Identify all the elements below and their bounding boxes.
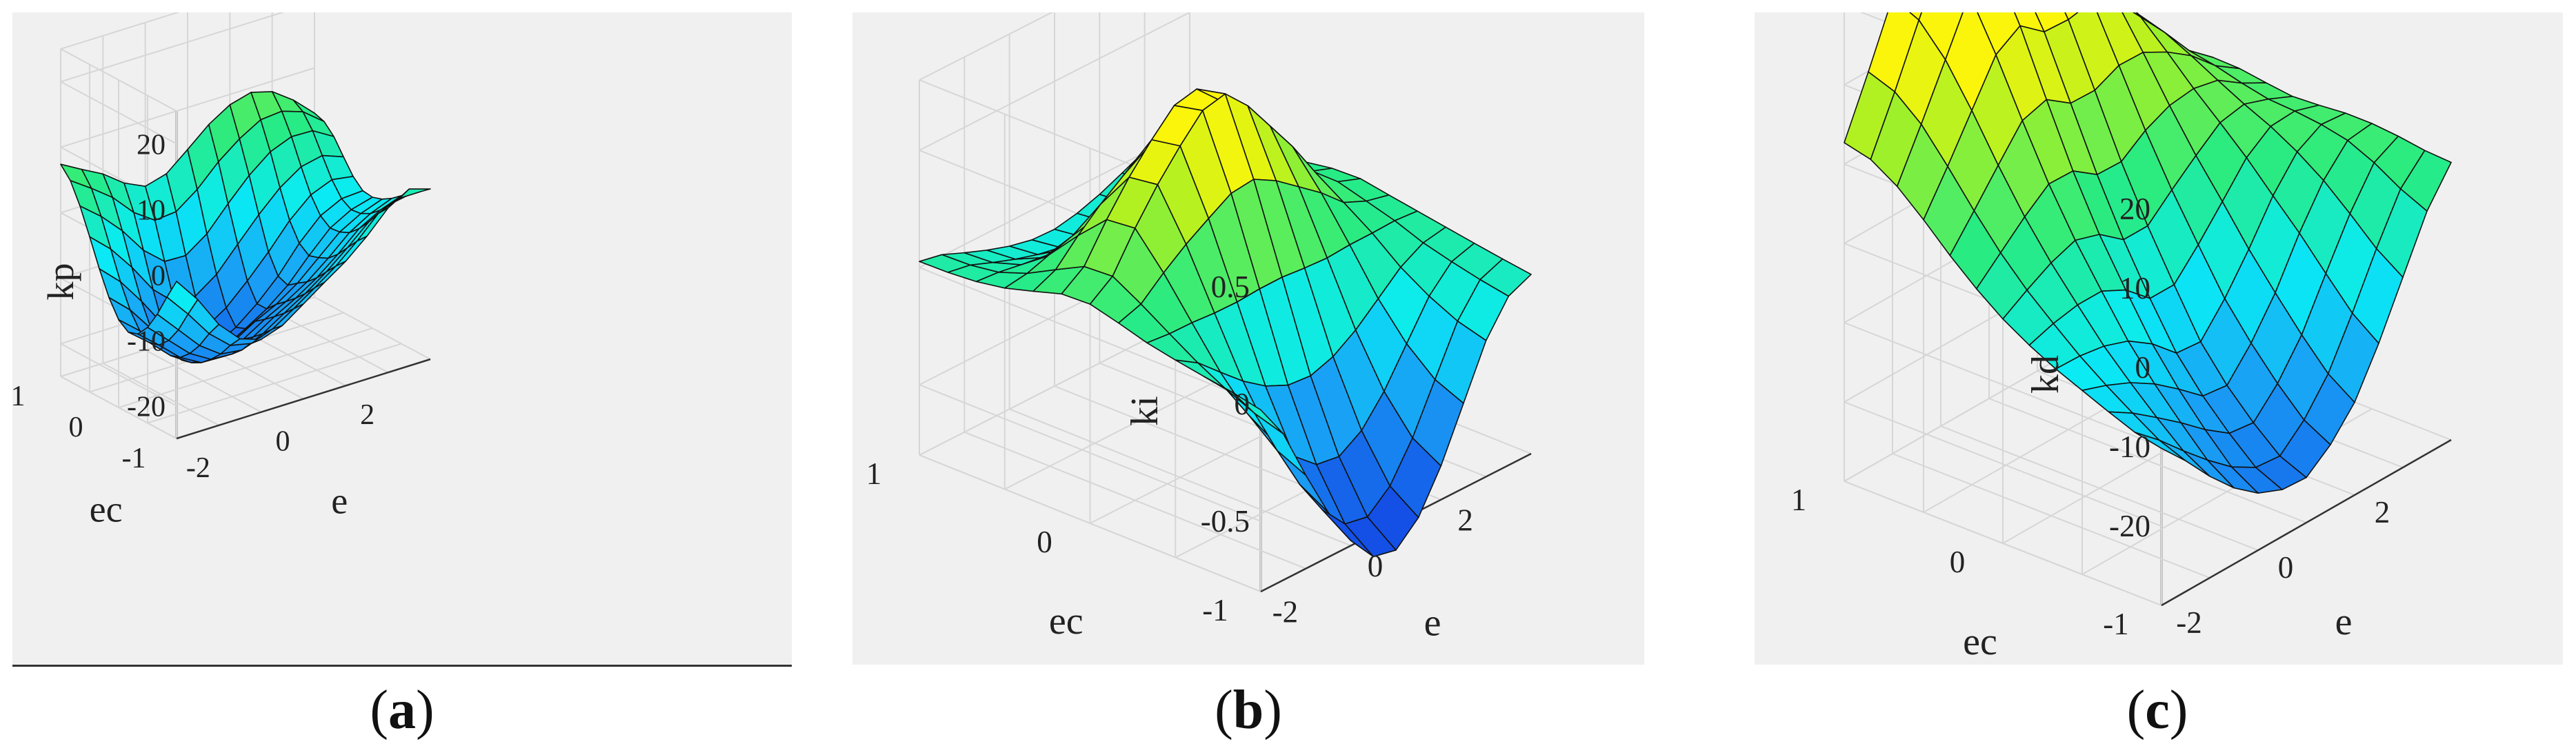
z-axis-label: kp (40, 263, 81, 301)
z-tick-label: 20 (2119, 192, 2150, 226)
surface (60, 91, 431, 363)
caption-a: (a) (370, 680, 435, 741)
surface (1844, 0, 2452, 494)
x-tick-label: 2 (2375, 495, 2390, 530)
x-axis-label: e (331, 481, 348, 522)
x-tick-label: -2 (2176, 605, 2202, 640)
surface-plot-ki: -0.5 0 0.5 -2 0 2 -1 0 1 e ec ki (866, 0, 1532, 644)
z-tick-label: 0.5 (1211, 270, 1250, 304)
x-tick-label: 0 (2278, 550, 2294, 585)
y-axis-label: ec (90, 489, 123, 530)
caption-c: (c) (2126, 680, 2188, 741)
surface (919, 88, 1532, 558)
z-tick-label: 10 (2119, 271, 2150, 305)
z-tick-label: 20 (137, 130, 166, 161)
x-tick-label: 0 (276, 426, 290, 458)
y-tick-label: 1 (12, 381, 26, 412)
x-tick-label: 0 (1368, 549, 1384, 583)
z-tick-label: -10 (2109, 430, 2150, 464)
y-tick-label: 0 (69, 412, 83, 443)
y-tick-label: 1 (866, 456, 882, 491)
y-tick-label: 1 (1791, 483, 1807, 517)
z-tick-label: 0 (2135, 350, 2151, 385)
surface-patch (399, 188, 431, 199)
panel-a: -20 -10 0 10 20 -2 0 2 -1 0 1 e ec kp (11, 0, 792, 665)
z-tick-label: 10 (137, 195, 166, 227)
z-tick-label: 0 (1235, 387, 1250, 421)
x-tick-label: -2 (1272, 595, 1299, 630)
x-axis-label: e (2335, 601, 2353, 643)
z-tick-label: 0 (151, 261, 166, 292)
y-axis-label: ec (1963, 621, 1997, 663)
x-tick-label: -2 (186, 452, 210, 484)
y-tick-label: -1 (122, 443, 146, 474)
x-tick-label: 2 (1457, 503, 1473, 537)
z-tick-label: -20 (2109, 509, 2150, 543)
panel-c: -20 -10 0 10 20 -2 0 2 -1 0 1 e ec kd (1755, 0, 2563, 665)
divider-line (12, 665, 792, 667)
surface-patch (2399, 150, 2452, 212)
z-tick-label: -10 (127, 326, 166, 358)
y-tick-label: 0 (1950, 545, 1966, 579)
z-tick-label: -0.5 (1201, 504, 1250, 538)
y-tick-label: -1 (2103, 607, 2129, 641)
y-axis-label: ec (1049, 600, 1084, 643)
panel-b: -0.5 0 0.5 -2 0 2 -1 0 1 e ec ki (852, 0, 1644, 665)
y-tick-label: 0 (1037, 525, 1052, 559)
z-axis-label: kd (2024, 355, 2067, 394)
y-tick-label: -1 (1202, 593, 1228, 627)
z-axis-label: ki (1124, 396, 1166, 426)
x-axis-label: e (1424, 601, 1441, 644)
x-tick-label: 2 (360, 399, 375, 431)
z-tick-label: -20 (127, 392, 166, 423)
caption-b: (b) (1215, 680, 1282, 741)
surface-patch (1479, 258, 1532, 297)
